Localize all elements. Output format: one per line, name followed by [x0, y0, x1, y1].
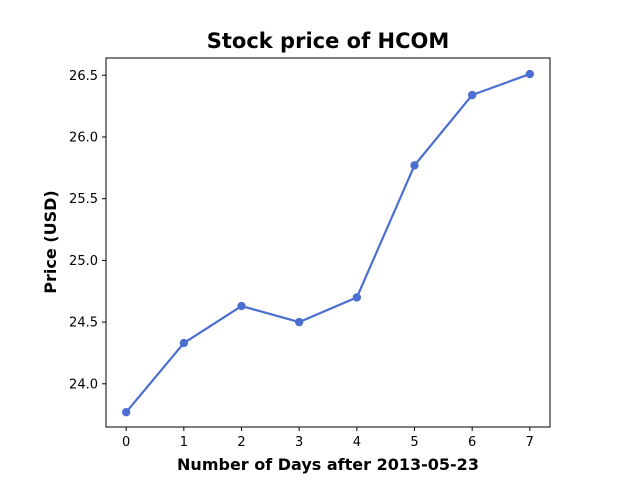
plot-area: 0 1 2 3 4 5 6 7 24.0 24.5 25.0 25.5 26.0 26.5: [69, 57, 551, 450]
y-tick-label: 26.5: [69, 69, 98, 84]
data-point: [237, 301, 246, 311]
x-tick-label: 7: [526, 435, 534, 450]
series-group: [121, 69, 535, 417]
x-tick-label: 0: [122, 435, 130, 450]
chart-title: Stock price of HCOM: [207, 29, 450, 53]
y-tick-label: 24.5: [69, 316, 98, 331]
y-tick-label: 24.0: [69, 377, 98, 392]
data-point: [525, 69, 535, 79]
data-point: [294, 317, 304, 327]
x-tick-label: 1: [180, 435, 188, 450]
plot-frame: [105, 57, 551, 428]
y-tick-label: 26.0: [69, 130, 98, 145]
series-line: [125, 73, 531, 413]
x-tick-label: 6: [468, 435, 476, 450]
x-axis: 0 1 2 3 4 5 6 7: [122, 427, 534, 450]
y-axis-label: Price (USD): [41, 190, 60, 293]
y-axis: 24.0 24.5 25.0 25.5 26.0 26.5: [69, 69, 106, 392]
x-tick-label: 4: [353, 435, 361, 450]
x-tick-label: 3: [295, 435, 303, 450]
x-tick-label: 2: [237, 435, 245, 450]
y-tick-label: 25.5: [69, 192, 98, 207]
x-axis-label: Number of Days after 2013-05-23: [177, 455, 479, 474]
data-point: [410, 161, 419, 170]
data-point: [352, 293, 362, 302]
y-tick-label: 25.0: [69, 254, 98, 269]
data-point: [179, 338, 189, 348]
x-tick-label: 5: [410, 435, 418, 450]
data-point: [467, 90, 477, 100]
data-point: [121, 407, 131, 417]
